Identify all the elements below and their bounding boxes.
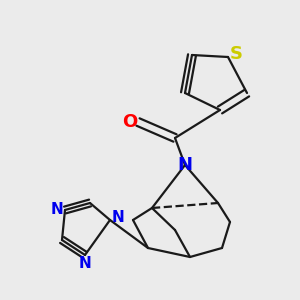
Text: O: O [122,113,138,131]
Text: N: N [79,256,92,271]
Text: N: N [51,202,63,217]
Text: N: N [112,209,124,224]
Text: S: S [230,45,242,63]
Text: N: N [178,156,193,174]
